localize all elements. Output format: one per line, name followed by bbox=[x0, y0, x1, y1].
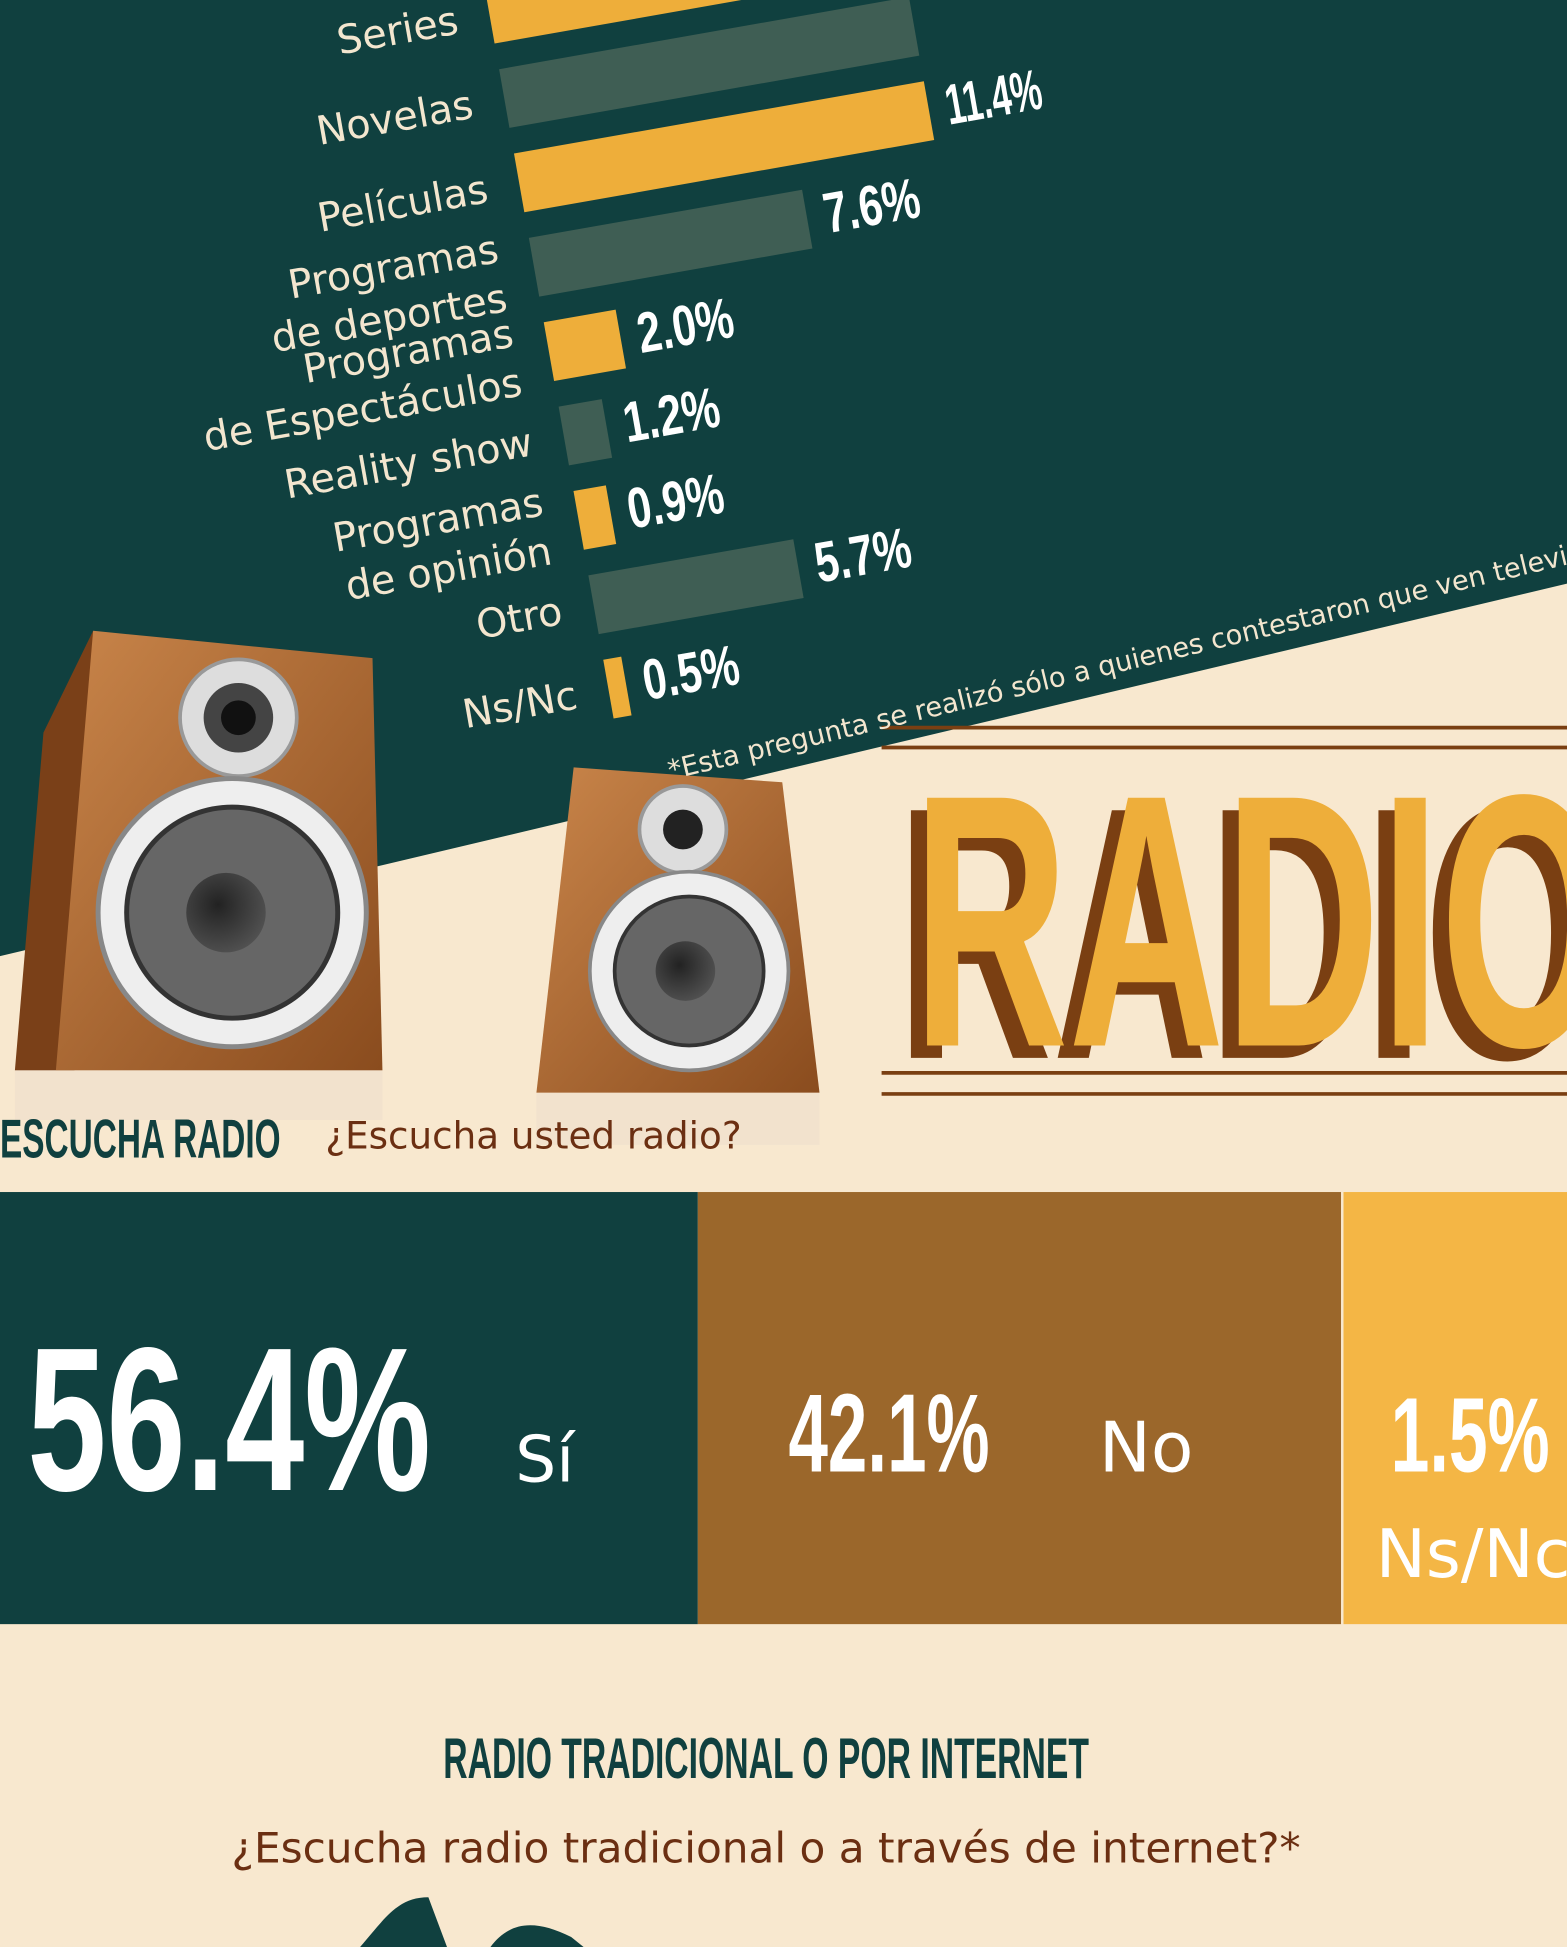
answer-label: Ns/Nc bbox=[1376, 1515, 1567, 1593]
tweeter-core bbox=[221, 700, 256, 735]
woofer-core bbox=[656, 941, 716, 1001]
section-title: RADIO bbox=[913, 721, 1567, 1123]
question-heading: ESCUCHA RADIO bbox=[0, 1108, 281, 1169]
answer-label: No bbox=[1099, 1407, 1194, 1488]
answer-label: Sí bbox=[515, 1422, 576, 1497]
question: ¿Escucha usted radio? bbox=[325, 1114, 741, 1158]
question: ¿Escucha radio tradicional o a través de… bbox=[232, 1824, 1301, 1873]
bar bbox=[544, 310, 626, 381]
speaker-small bbox=[536, 767, 819, 1144]
tweeter-core bbox=[663, 810, 703, 850]
woofer-core bbox=[186, 873, 265, 952]
question-heading: RADIO TRADICIONAL O POR INTERNET bbox=[443, 1727, 1089, 1791]
speaker-large bbox=[15, 631, 383, 1120]
answer-value: 42.1% bbox=[788, 1370, 989, 1495]
answer-value: 1.5% bbox=[1391, 1376, 1550, 1494]
infographic: SeriesNovelasPelículas11.4%Programasde d… bbox=[0, 0, 1567, 1947]
answer-value: 56.4% bbox=[27, 1306, 431, 1534]
